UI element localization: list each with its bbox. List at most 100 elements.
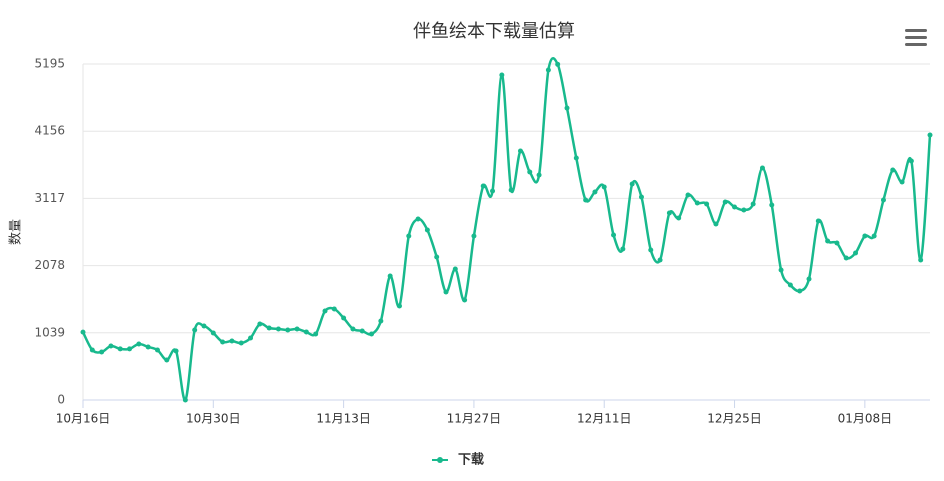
data-point — [490, 188, 496, 194]
x-tick-label: 10月30日 — [186, 412, 241, 426]
legend-label: 下载 — [458, 452, 484, 468]
data-point — [359, 328, 365, 334]
data-point — [508, 187, 514, 193]
data-point — [164, 357, 170, 363]
y-tick-label: 4156 — [34, 124, 65, 138]
data-point — [797, 288, 803, 294]
data-point — [573, 155, 579, 161]
data-point — [555, 61, 561, 67]
data-point — [322, 308, 328, 314]
data-point — [387, 273, 393, 279]
data-point — [369, 331, 375, 337]
data-point — [303, 329, 309, 335]
x-tick-label: 12月25日 — [707, 412, 762, 426]
data-point — [248, 335, 254, 341]
data-point — [257, 321, 263, 327]
data-point — [378, 318, 384, 324]
data-point — [536, 172, 542, 178]
data-point — [350, 326, 356, 332]
data-point — [778, 267, 784, 273]
data-point — [424, 227, 430, 233]
x-tick-label: 10月16日 — [56, 412, 111, 426]
data-point — [452, 266, 458, 272]
data-point — [806, 276, 812, 282]
data-point — [834, 240, 840, 246]
data-point — [629, 181, 635, 187]
x-tick-label: 01月08日 — [838, 412, 893, 426]
data-point — [592, 189, 598, 195]
data-point — [732, 204, 738, 210]
data-point — [918, 257, 924, 263]
chart-title: 伴鱼绘本下载量估算 — [413, 21, 575, 42]
data-point — [154, 347, 160, 353]
data-point — [564, 105, 570, 111]
data-point — [406, 233, 412, 239]
y-tick-label: 2078 — [34, 258, 65, 272]
data-point — [117, 346, 123, 352]
data-point — [136, 341, 142, 347]
data-point — [80, 329, 86, 335]
y-axis-label: 数量 — [9, 219, 24, 245]
data-point — [620, 246, 626, 252]
data-point — [825, 238, 831, 244]
y-tick-label: 1039 — [34, 325, 65, 339]
data-point — [713, 221, 719, 227]
data-point — [769, 202, 775, 208]
data-point — [685, 192, 691, 198]
y-tick-label: 0 — [57, 393, 65, 407]
data-point — [527, 169, 533, 175]
series-line — [81, 56, 932, 402]
data-point — [657, 257, 663, 263]
x-tick-label: 12月11日 — [577, 412, 632, 426]
data-point — [89, 347, 95, 353]
data-point — [238, 340, 244, 346]
data-point — [871, 233, 877, 239]
data-point — [704, 201, 710, 207]
data-point — [313, 331, 319, 337]
data-point — [787, 282, 793, 288]
data-point — [415, 216, 421, 222]
data-point — [480, 183, 486, 189]
data-point — [443, 289, 449, 295]
data-point — [182, 397, 188, 403]
data-point — [890, 167, 896, 173]
data-point — [722, 199, 728, 205]
data-point — [545, 67, 551, 73]
data-point — [275, 326, 281, 332]
data-point — [843, 255, 849, 261]
data-point — [908, 158, 914, 164]
data-point — [201, 323, 207, 329]
data-point — [99, 349, 105, 355]
data-point — [611, 232, 617, 238]
data-point — [266, 325, 272, 331]
data-point — [285, 327, 291, 333]
data-point — [517, 148, 523, 154]
data-point — [471, 233, 477, 239]
data-point — [127, 346, 133, 352]
data-point — [108, 343, 114, 349]
data-point — [759, 165, 765, 171]
data-point — [210, 330, 216, 336]
y-tick-label: 3117 — [34, 191, 65, 205]
data-point — [741, 207, 747, 213]
data-point — [638, 194, 644, 200]
x-tick-label: 11月27日 — [447, 412, 502, 426]
data-point — [694, 200, 700, 206]
data-point — [173, 348, 179, 354]
data-point — [331, 306, 337, 312]
data-point — [220, 339, 226, 345]
data-point — [145, 344, 151, 350]
data-point — [750, 201, 756, 207]
legend-marker — [437, 457, 443, 463]
data-point — [434, 254, 440, 260]
data-point — [192, 327, 198, 333]
menu-icon[interactable] — [905, 29, 927, 46]
y-tick-label: 5195 — [34, 57, 65, 71]
data-point — [666, 210, 672, 216]
data-point — [341, 315, 347, 321]
data-point — [862, 233, 868, 239]
data-point — [853, 250, 859, 256]
data-point — [396, 303, 402, 309]
data-point — [815, 218, 821, 224]
